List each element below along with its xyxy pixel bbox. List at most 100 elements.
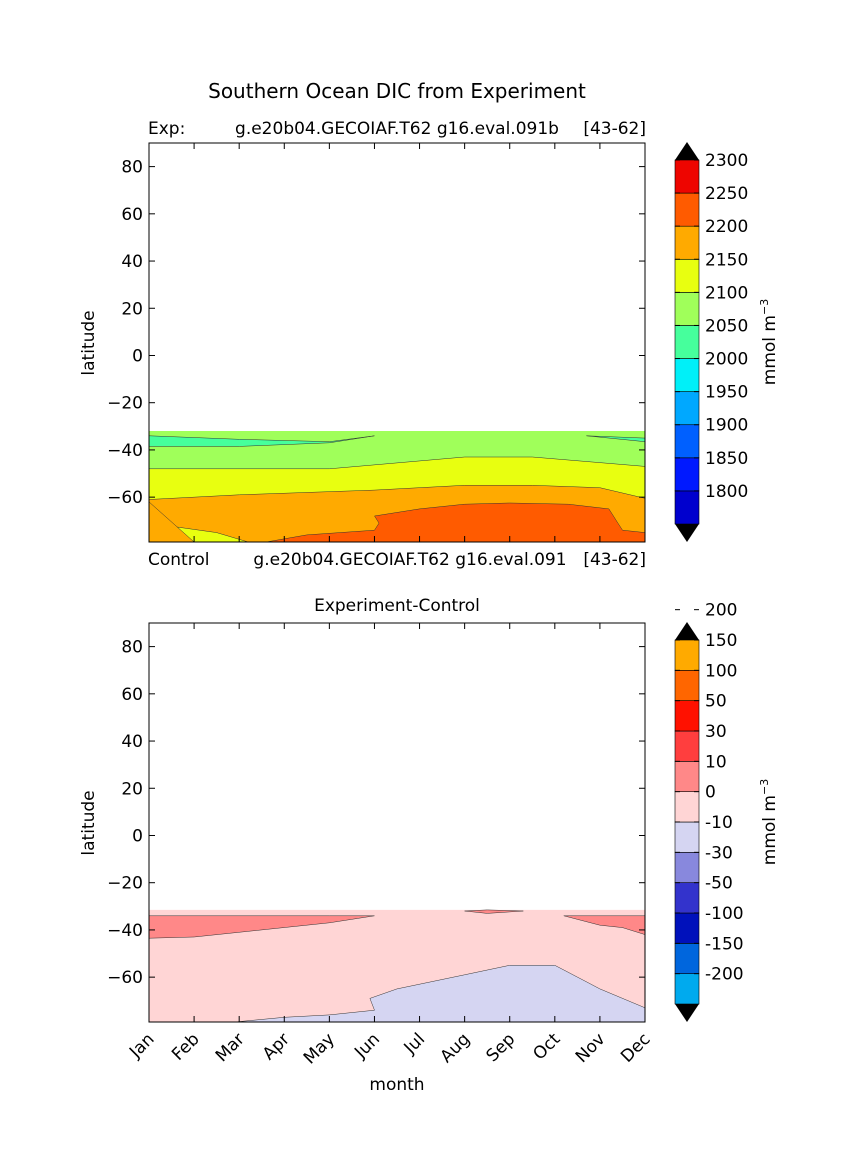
x-tick-label-jan: Jan [125,1029,158,1062]
y-tick-label: −20 [107,874,143,894]
y-tick-label: −40 [107,921,143,941]
panel1-left-label: Exp: [148,119,185,139]
x-tick-label-sep: Sep [482,1029,519,1066]
x-tick-label-nov: Nov [572,1029,610,1067]
panel1-plot-area [148,142,646,543]
colorbar-swatch [674,730,700,762]
colorbar-tick-label: 50 [705,692,727,712]
colorbar-swatch [674,943,700,974]
y-tick-label: −60 [107,488,143,508]
colorbar-tick-label: -10 [705,813,733,833]
y-tick-label: 80 [121,158,143,178]
colorbar-label: mmol m−3 [758,779,780,865]
colorbar-tick-label: 2200 [705,217,748,237]
colorbar-tick-label: 10 [705,752,727,772]
colorbar-tick-label: 150 [705,631,737,651]
colorbar-swatch [674,258,700,293]
colorbar-tick-label: 100 [705,661,737,681]
panel1-center-label: g.e20b04.GECOIAF.T62 g16.eval.091b [235,119,559,139]
contour-band-2200-2250 [266,502,646,543]
x-tick-label-aug: Aug [437,1029,475,1067]
colorbar-tick-label: 1950 [705,383,748,403]
colorbar-tick-label: 2300 [705,151,748,171]
colorbar-tick-label: -200 [705,965,744,985]
x-tick-label-feb: Feb [168,1029,203,1064]
colorbar-tick-label: 2100 [705,283,748,303]
panel1-ylabel: latitude [79,310,99,375]
colorbar-tick-label: 2050 [705,316,748,336]
colorbar-swatch [674,391,700,426]
panel2-colorbar: -200-150-100-50-30-100103050100150200mmo… [674,601,780,1022]
colorbar-tick-label: 0 [705,783,716,803]
panel1-right-label: [43-62] [583,119,646,139]
colorbar-min-arrow [675,524,699,542]
y-tick-label: 20 [121,779,143,799]
contour-band-2000-2050 [148,435,375,447]
colorbar-max-arrow [675,622,699,640]
colorbar-swatch [674,761,700,792]
y-tick-label: 0 [132,826,143,846]
colorbar-swatch [674,490,700,525]
x-tick-label-mar: Mar [212,1029,249,1066]
colorbar-tick-label: -30 [705,843,733,863]
colorbar-tick-label: 30 [705,722,727,742]
colorbar-max-arrow [675,142,699,160]
x-tick-label-dec: Dec [617,1029,654,1066]
colorbar-swatch [674,821,700,853]
y-tick-label: 60 [121,205,143,225]
y-tick-label: −60 [107,968,143,988]
x-tick-label-may: May [300,1029,339,1068]
colorbar-swatch [674,973,700,1005]
experiment-panel: Exp: g.e20b04.GECOIAF.T62 g16.eval.091b … [79,119,780,543]
colorbar-tick-label: 1900 [705,416,748,436]
panel2-ylabel: latitude [79,790,99,855]
colorbar-tick-label: 2000 [705,350,748,370]
colorbar-swatch [674,700,700,732]
colorbar-tick-label: 200 [705,601,737,621]
difference-panel: Control g.e20b04.GECOIAF.T62 g16.eval.09… [79,550,780,1095]
colorbar-swatch [674,225,700,260]
colorbar-swatch [674,424,700,459]
panel2-title: Experiment-Control [314,596,480,616]
colorbar-swatch [674,639,700,671]
contour-band--10-0 [234,965,646,1023]
colorbar-swatch [674,882,700,914]
colorbar-tick-label: -100 [705,904,744,924]
colorbar-tick-label: 1850 [705,449,748,469]
y-tick-label: −40 [107,441,143,461]
panel2-plot-area [148,622,646,1023]
y-tick-label: 20 [121,299,143,319]
y-tick-label: 60 [121,685,143,705]
y-tick-label: 40 [121,252,143,272]
colorbar-min-arrow [675,1004,699,1022]
y-tick-label: −20 [107,394,143,414]
panel2-y-axis: 80 60 40 20 0 −20 −40 −60 [107,638,645,988]
colorbar-tick-label: 2150 [705,250,748,270]
plot-frame [148,142,646,543]
panel2-xlabel: month [369,1075,424,1095]
colorbar-label: mmol m−3 [758,299,780,385]
y-tick-label: 0 [132,346,143,366]
x-tick-label-oct: Oct [529,1029,564,1064]
colorbar-swatch [674,358,700,392]
colorbar-tick-label: -150 [705,934,744,954]
panel2-center-label: g.e20b04.GECOIAF.T62 g16.eval.091 [253,550,566,570]
panel1-y-axis: 80 60 40 20 0 −20 −40 −60 [107,158,645,508]
plot-frame [148,622,646,1023]
x-tick-label-jul: Jul [400,1029,429,1058]
colorbar-swatch [674,670,700,701]
colorbar-swatch [674,791,700,823]
figure-title: Southern Ocean DIC from Experiment [208,79,586,103]
y-tick-label: 80 [121,638,143,658]
colorbar-swatch [674,192,700,227]
colorbar-swatch [674,912,700,944]
panel2-left-label: Control [148,550,209,570]
colorbar-swatch [674,457,700,492]
colorbar-tick-label: 1800 [705,482,748,502]
colorbar-tick-label: 2250 [705,184,748,204]
colorbar-swatch [674,292,700,326]
colorbar-label-exponent: −3 [758,779,771,795]
panel1-colorbar: 1800 1850 1900 1950 2000 2050 2100 2150 2200 2250… [674,142,780,542]
colorbar-tick-label: -50 [705,874,733,894]
colorbar-swatch [674,325,700,359]
